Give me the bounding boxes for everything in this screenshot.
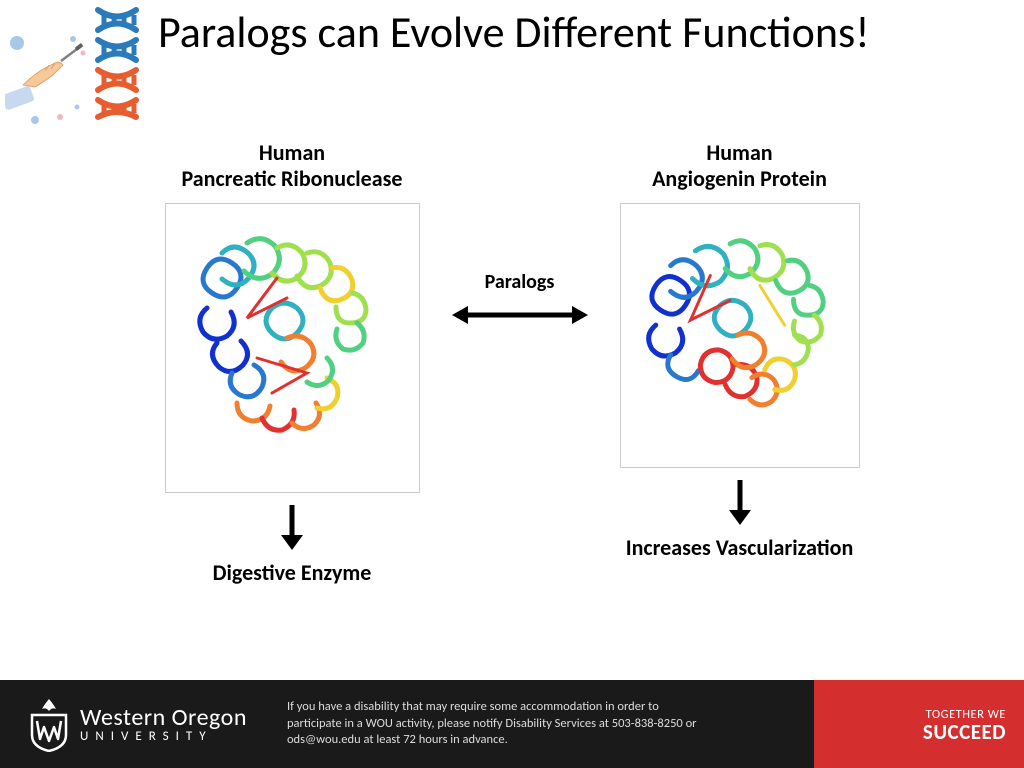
right-title-line2: Angiogenin Protein [652, 165, 827, 192]
center-column: Paralogs [450, 140, 590, 330]
left-protein-structure [165, 203, 420, 493]
angiogenin-ribbon-icon [631, 215, 849, 455]
badge-line2: SUCCEED [923, 721, 1006, 743]
down-arrow-icon [277, 503, 307, 551]
left-panel-title: Human Pancreatic Ribonuclease [182, 140, 403, 193]
right-function-label: Increases Vascularization [626, 534, 854, 561]
left-panel: Human Pancreatic Ribonuclease [165, 140, 420, 586]
double-arrow-icon [450, 300, 590, 330]
university-name-bottom: UNIVERSITY [80, 730, 247, 744]
university-name-top: Western Oregon [80, 705, 247, 730]
down-arrow-icon [725, 478, 755, 526]
paralogs-label: Paralogs [485, 270, 555, 294]
wou-shield-icon [28, 697, 70, 752]
right-panel-title: Human Angiogenin Protein [652, 140, 827, 193]
left-title-line2: Pancreatic Ribonuclease [182, 165, 403, 192]
right-title-line1: Human [706, 139, 772, 166]
footer-bar: Western Oregon UNIVERSITY If you have a … [0, 680, 1024, 768]
dna-helix-icon [90, 5, 145, 120]
right-protein-structure [620, 203, 860, 468]
university-name: Western Oregon UNIVERSITY [80, 705, 247, 744]
left-function-label: Digestive Enzyme [213, 559, 372, 586]
footer-badge: TOGETHER WE SUCCEED [814, 680, 1024, 768]
badge-text: TOGETHER WE SUCCEED [923, 708, 1006, 743]
slide-title: Paralogs can Evolve Different Functions! [150, 5, 870, 58]
header-logo-graphic [5, 5, 150, 125]
hand-pipette-icon [5, 35, 95, 125]
left-title-line1: Human [259, 139, 325, 166]
ribonuclease-ribbon-icon [177, 218, 407, 478]
right-panel: Human Angiogenin Protein [620, 140, 860, 561]
footer-disclaimer: If you have a disability that may requir… [287, 699, 707, 750]
content-area: Human Pancreatic Ribonuclease [0, 125, 1024, 586]
header-row: Paralogs can Evolve Different Functions! [0, 0, 1024, 125]
university-logo: Western Oregon UNIVERSITY [0, 697, 247, 752]
